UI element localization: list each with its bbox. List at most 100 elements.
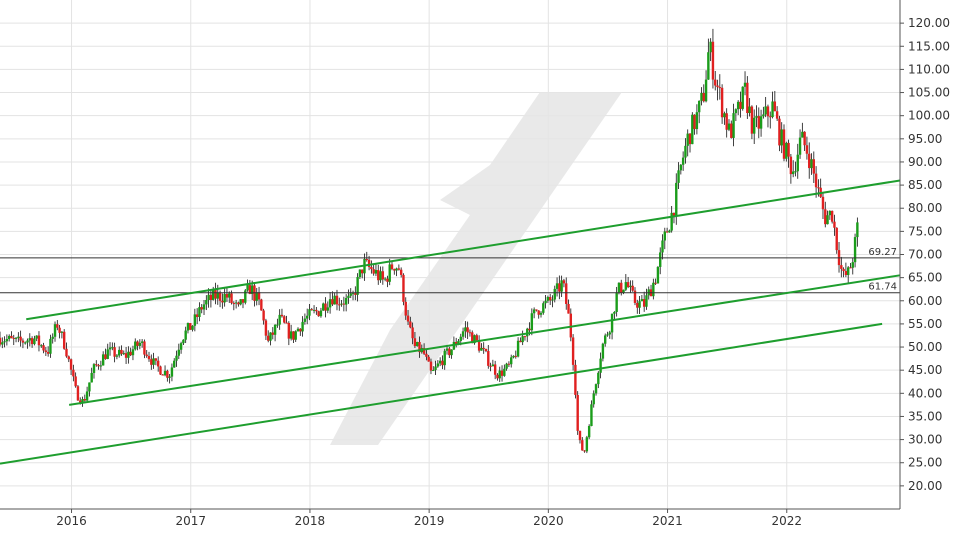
candle-body [830, 210, 834, 222]
candle-body [473, 335, 476, 344]
candle-body [498, 370, 501, 379]
candle-body [844, 271, 848, 276]
candle-body [429, 361, 433, 371]
candle-body [81, 398, 84, 404]
candle-body [104, 354, 107, 359]
candle-body [209, 294, 213, 300]
candle-body [668, 230, 671, 233]
candle-body [741, 86, 744, 109]
candle-body [120, 349, 123, 354]
candle-body [714, 79, 717, 86]
trendlines [0, 179, 901, 465]
candle-body [560, 280, 563, 292]
candlestick-series [0, 28, 859, 454]
candle-body [558, 283, 561, 292]
candle-body [189, 323, 192, 330]
candle-body [487, 351, 490, 366]
candle-body [60, 331, 64, 333]
candle-body [269, 332, 272, 341]
candle-body [736, 101, 740, 110]
candle-body [150, 359, 153, 365]
candle-body [101, 354, 105, 366]
candle-body [773, 101, 777, 112]
candle-body [358, 269, 362, 278]
candle-body [99, 365, 103, 367]
candle-body [732, 113, 735, 138]
candle-body [633, 290, 637, 303]
candle-body [539, 312, 543, 315]
candle-body [461, 331, 465, 337]
candle-body [95, 364, 98, 366]
candle-body [418, 341, 421, 353]
candle-body [10, 335, 13, 338]
candle-body [725, 113, 728, 130]
y-tick-label: 75.00 [908, 224, 942, 238]
candle-body [503, 368, 506, 376]
candle-body [317, 311, 320, 317]
candle-body [347, 295, 350, 299]
candle-body [301, 321, 304, 332]
candle-body [131, 349, 135, 356]
y-tick-label: 70.00 [908, 248, 942, 262]
candle-body [746, 82, 749, 114]
candle-body [592, 393, 595, 405]
candle-body [379, 271, 382, 281]
y-axis-ticks: 20.00 25.00 30.00 35.00 40.00 45.00 50.00 55.00… [900, 16, 950, 493]
candle-body [234, 302, 238, 304]
candle-body [814, 173, 818, 188]
candle-body [856, 222, 859, 238]
candle-body [762, 114, 765, 117]
x-tick-label: 2020 [533, 514, 564, 528]
candle-body [711, 41, 715, 80]
candle-body [326, 307, 330, 311]
candle-body [652, 282, 655, 297]
candle-body [626, 282, 630, 288]
candle-body [163, 370, 167, 376]
candle-body [21, 340, 25, 343]
candle-body [255, 292, 258, 301]
candle-body [528, 328, 531, 331]
candle-body [273, 324, 277, 335]
y-tick-label: 55.00 [908, 317, 942, 331]
candle-body [409, 321, 412, 328]
candle-body [365, 258, 368, 260]
candle-body [44, 350, 48, 353]
candle-body [755, 116, 758, 118]
candle-body [434, 366, 437, 371]
candle-body [780, 129, 783, 146]
candle-body [606, 334, 609, 336]
candle-body [496, 374, 499, 379]
candle-body [40, 345, 43, 347]
candle-body [179, 343, 183, 350]
y-tick-label: 40.00 [908, 386, 942, 400]
candle-body [656, 266, 660, 284]
candle-body [115, 355, 119, 357]
candle-body [665, 231, 669, 233]
candle-body [833, 221, 836, 228]
candle-body [267, 335, 270, 341]
candle-body [654, 282, 657, 284]
candle-body [118, 349, 121, 356]
candle-body [207, 294, 210, 301]
candle-body [108, 347, 112, 350]
candle-body [49, 338, 52, 354]
candle-body [457, 340, 460, 345]
candle-body [720, 87, 724, 118]
candle-body [821, 196, 825, 210]
candle-body [700, 92, 703, 101]
candle-body [546, 297, 550, 301]
candle-body [228, 293, 231, 298]
candle-body [828, 210, 832, 216]
candle-body [427, 356, 430, 362]
candle-body [640, 299, 644, 302]
candle-body [500, 370, 504, 376]
candle-body [535, 309, 538, 311]
candle-body [305, 315, 309, 319]
candle-body [480, 347, 483, 351]
candle-body [796, 154, 799, 172]
candle-body [727, 123, 731, 130]
candle-body [225, 294, 229, 298]
candle-body [587, 425, 591, 438]
candle-body [464, 327, 467, 332]
candle-body [322, 303, 325, 311]
